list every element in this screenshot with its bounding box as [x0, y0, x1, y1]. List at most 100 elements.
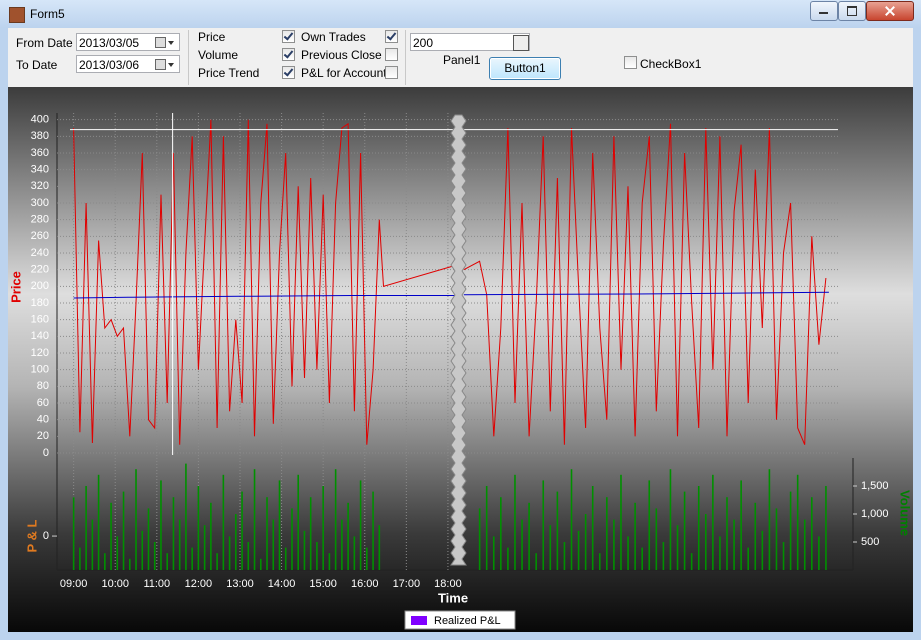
trend-line [463, 291, 829, 296]
volume-bar [662, 542, 665, 570]
y2-tick-label: 1,500 [861, 480, 889, 492]
y-tick-label: 20 [37, 430, 49, 442]
volume-bar [740, 480, 742, 570]
check-label: P&L for Account [301, 66, 387, 80]
volume-bar [160, 480, 162, 570]
y-tick-label: 240 [31, 247, 49, 259]
volume-bar [278, 480, 281, 570]
volume-bar [648, 480, 651, 570]
x-tick-label: 09:00 [60, 578, 88, 590]
to-date-picker[interactable]: 2013/03/06 [76, 55, 180, 73]
volume-bar [627, 536, 629, 570]
volume-bar [521, 519, 523, 570]
volume-bar [91, 519, 94, 570]
volume-bar [353, 536, 356, 570]
checkbox[interactable] [282, 66, 295, 79]
volume-bar [683, 491, 686, 570]
volume-bar [782, 542, 785, 570]
volume-bar [726, 497, 728, 570]
x-axis-title: Time [438, 590, 468, 605]
volume-bar [768, 469, 771, 570]
y-tick-label: 380 [31, 130, 49, 142]
x-tick-label: 15:00 [309, 578, 337, 590]
checkbox[interactable] [385, 48, 398, 61]
volume-bar [378, 525, 381, 570]
y-tick-label: 140 [31, 330, 49, 342]
y-tick-label: 180 [31, 297, 49, 309]
y-tick-label: 100 [31, 364, 49, 376]
x-tick-label: 11:00 [143, 578, 170, 590]
volume-bar [210, 502, 212, 570]
y-tick-label: 160 [31, 314, 49, 326]
to-date-value: 2013/03/06 [79, 58, 140, 72]
minimize-button[interactable] [810, 1, 838, 21]
volume-bar [613, 519, 615, 570]
volume-bar [775, 508, 778, 570]
volume-bar [253, 469, 256, 570]
check-label: Volume [198, 48, 239, 62]
volume-bar [485, 486, 488, 570]
x-tick-label: 10:00 [101, 578, 129, 590]
volume-bar [825, 486, 827, 570]
close-button[interactable] [866, 1, 914, 21]
volume-bar [284, 547, 287, 570]
spinner[interactable]: 200 [410, 33, 530, 51]
volume-bar [542, 480, 545, 570]
volume-bar [577, 530, 580, 570]
checkbox[interactable] [385, 66, 398, 79]
volume-bar [110, 502, 112, 570]
from-date-picker[interactable]: 2013/03/05 [76, 33, 180, 51]
checkbox[interactable] [282, 48, 295, 61]
volume-bar [178, 519, 181, 570]
checkbox[interactable] [624, 56, 637, 69]
from-date-label: From Date [16, 36, 73, 50]
volume-bar [690, 553, 693, 570]
y-tick-label: 320 [31, 180, 49, 192]
x-tick-label: 16:00 [351, 578, 379, 590]
volume-bar [719, 536, 721, 570]
axis-break [450, 114, 467, 566]
y-tick-label: 220 [31, 264, 49, 276]
maximize-button[interactable] [838, 1, 866, 21]
volume-bar [322, 486, 324, 570]
y-tick-label: 340 [31, 164, 49, 176]
pnl-axis-title: P & L [24, 519, 39, 552]
volume-bar [528, 502, 530, 570]
volume-bar [556, 491, 559, 570]
legend-label: Realized P&L [434, 615, 501, 627]
from-date-value: 2013/03/05 [79, 36, 140, 50]
volume-bar [549, 525, 552, 570]
volume-bar [697, 486, 700, 570]
volume-bar [754, 502, 757, 570]
legend-box [404, 610, 516, 630]
volume-bar [79, 547, 81, 570]
volume-bar [297, 474, 300, 570]
volume-bar [85, 486, 87, 570]
volume-bar [634, 502, 636, 570]
y-tick-label: 300 [31, 197, 49, 209]
volume-bar [655, 508, 658, 570]
legend-swatch [411, 616, 427, 625]
panel-label: Panel1 [443, 53, 481, 67]
volume-bar [235, 514, 237, 570]
checkbox[interactable] [282, 30, 295, 43]
volume-bar [122, 491, 125, 570]
x-tick-label: 13:00 [226, 578, 254, 590]
volume-bar [372, 491, 374, 570]
volume-bar [803, 519, 806, 570]
check-label: Price Trend [198, 66, 260, 80]
checkbox[interactable] [385, 30, 398, 43]
volume-bar [104, 553, 106, 570]
x-tick-label: 17:00 [393, 578, 421, 590]
x-tick-label: 18:00 [434, 578, 462, 590]
check-label: Price [198, 30, 226, 44]
y-tick-label: 80 [37, 380, 49, 392]
volume-bar [747, 547, 749, 570]
volume-bar [247, 542, 250, 570]
volume-bar [478, 508, 481, 570]
button[interactable]: Button1 [489, 57, 561, 80]
volume-bar [291, 508, 293, 570]
volume-bar [563, 542, 566, 570]
title-bar: Form5 [0, 0, 921, 28]
volume-bar [203, 525, 206, 570]
